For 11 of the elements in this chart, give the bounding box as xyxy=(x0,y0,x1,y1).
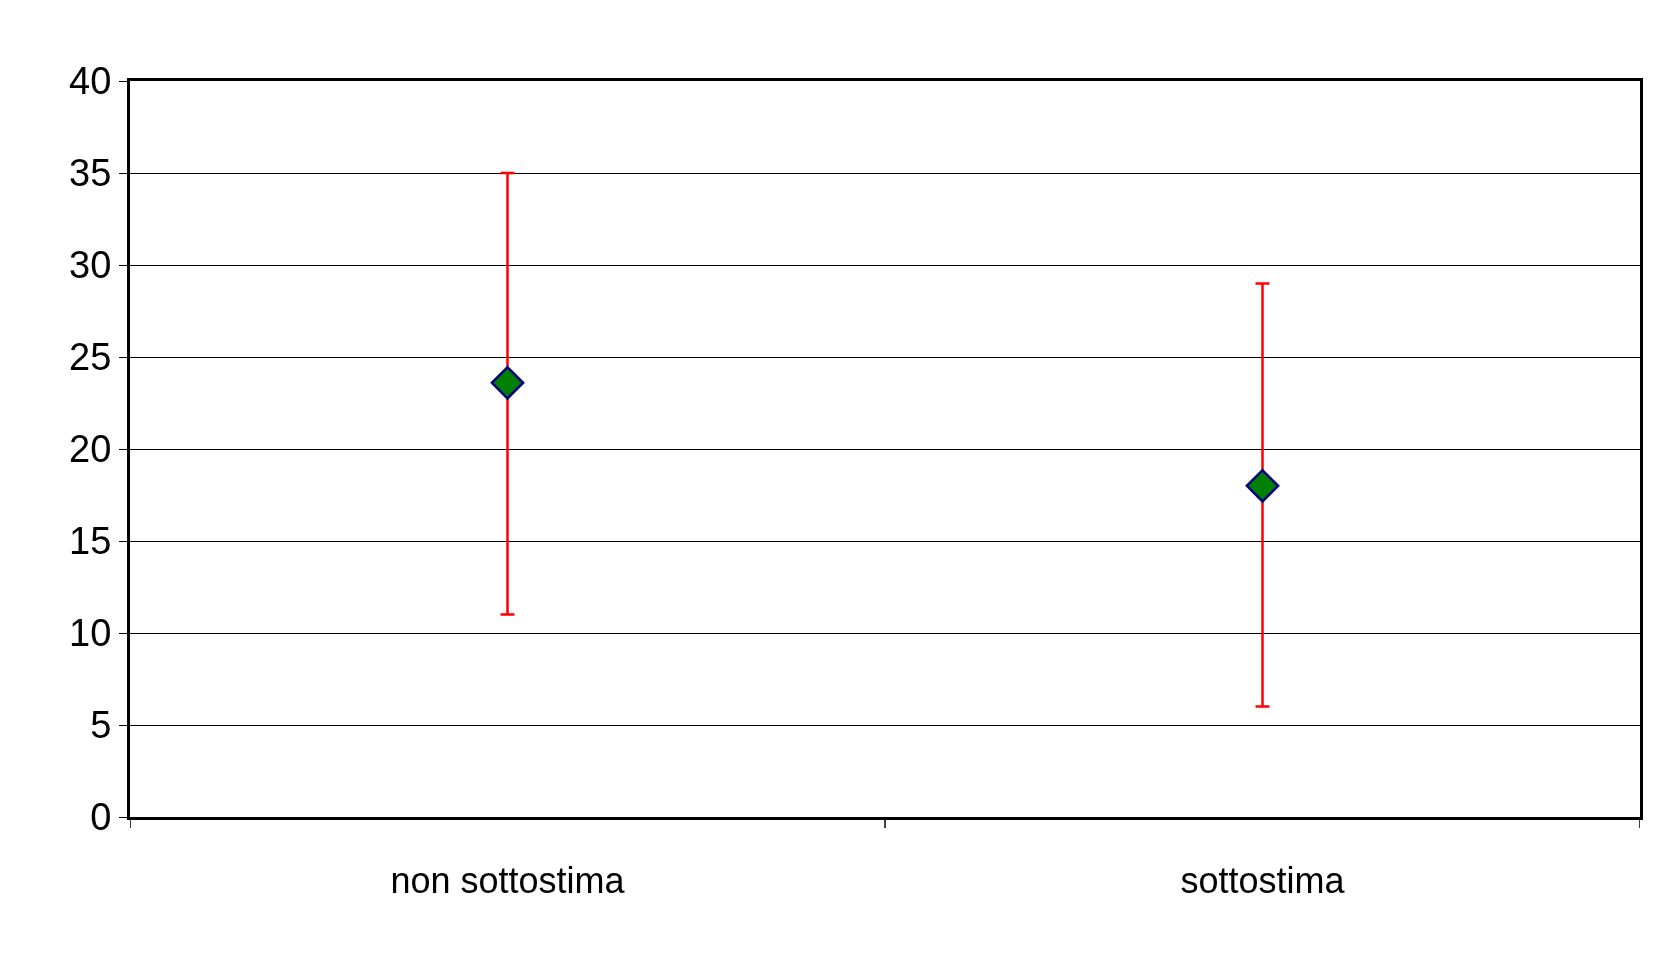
y-tick-label: 30 xyxy=(69,244,112,287)
y-tick-label: 35 xyxy=(69,152,112,195)
y-tick-label: 10 xyxy=(69,612,112,655)
y-tick-label: 15 xyxy=(69,520,112,563)
x-tick-label: non sottostima xyxy=(390,860,626,902)
y-tick-label: 0 xyxy=(90,796,112,839)
y-tick-label: 20 xyxy=(69,428,112,471)
y-tick-label: 40 xyxy=(69,60,112,103)
y-tick-label: 5 xyxy=(90,704,112,747)
y-tick-label: 25 xyxy=(69,336,112,379)
x-tick-label: sottostima xyxy=(1180,860,1346,902)
